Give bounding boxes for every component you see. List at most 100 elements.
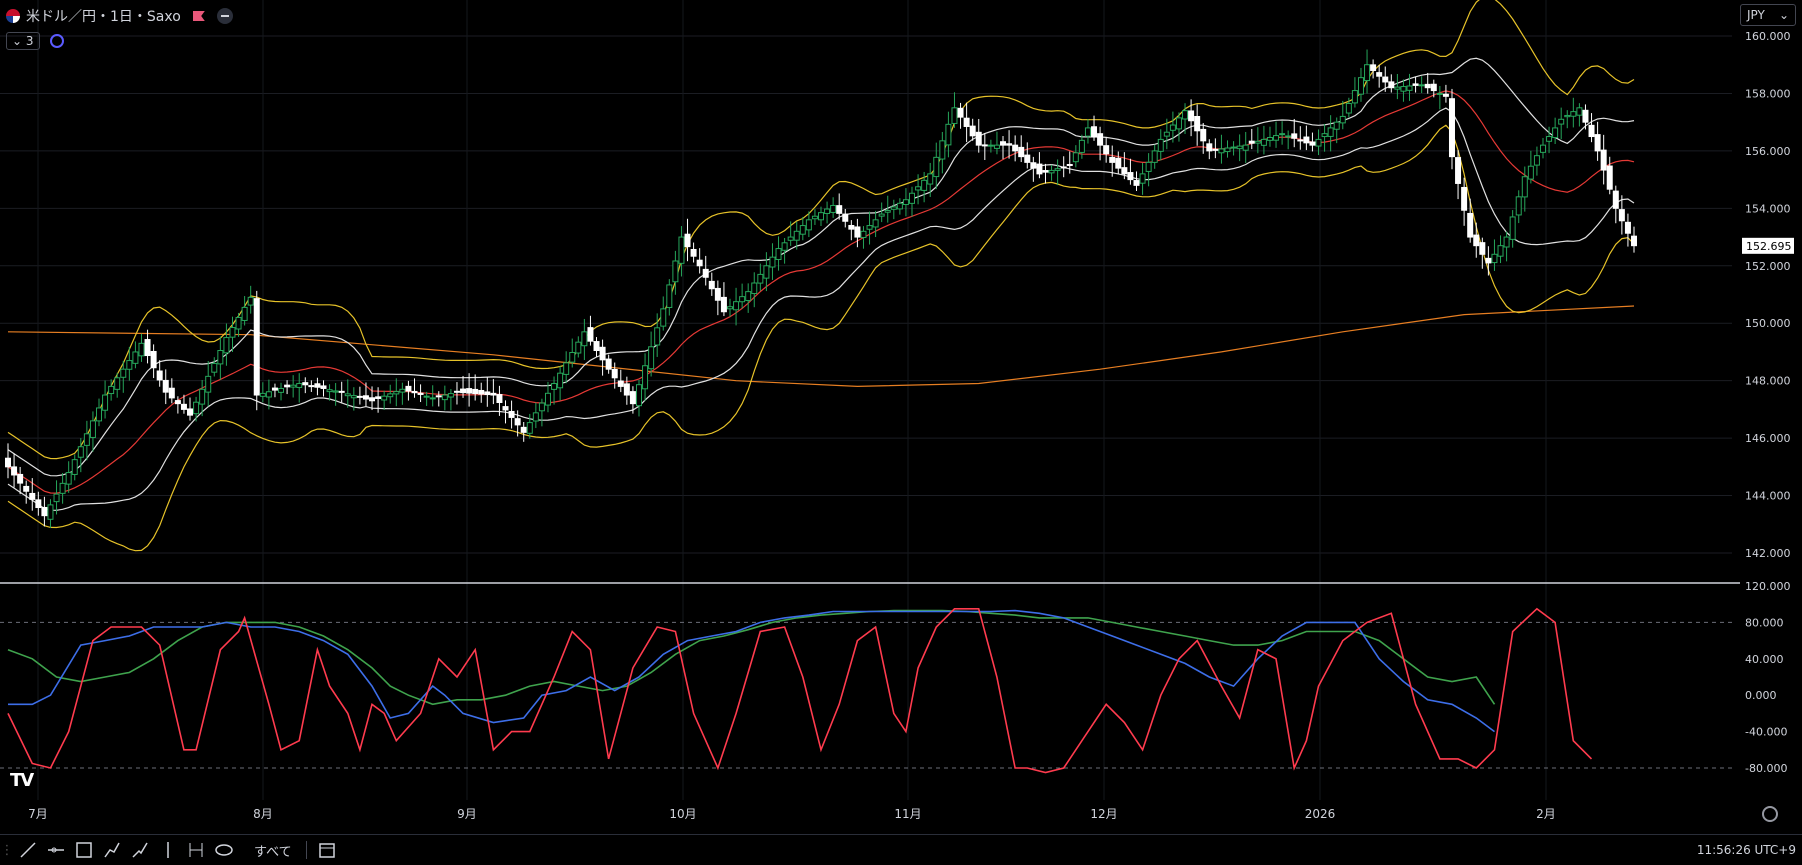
- candle-up: [326, 389, 333, 393]
- candle-up: [781, 242, 788, 251]
- stoch-k-line: [8, 609, 1495, 733]
- candle-up: [381, 395, 388, 401]
- candle-up: [1418, 84, 1425, 87]
- candle-up: [332, 390, 339, 393]
- candle-up: [120, 368, 127, 378]
- candle-down: [320, 385, 327, 389]
- candle-down: [35, 499, 42, 509]
- chart-area[interactable]: 160.000 158.000 156.000 154.000 152.000 150.0…: [0, 0, 1794, 821]
- price-tick-label: 158.000: [1745, 87, 1791, 100]
- currency-select[interactable]: JPY ⌄: [1740, 4, 1796, 26]
- candle-down: [1582, 109, 1589, 123]
- candle-up: [1576, 107, 1583, 116]
- calendar-icon[interactable]: [313, 836, 341, 864]
- candle-up: [1266, 136, 1273, 141]
- candle-down: [981, 144, 988, 147]
- candle-up: [199, 388, 206, 405]
- candle-up: [53, 493, 60, 503]
- candle-up: [1552, 127, 1559, 139]
- candle-up: [102, 394, 109, 411]
- oscillator-tick-label: 120.000: [1745, 580, 1791, 593]
- toolbar-divider: [305, 841, 307, 859]
- ellipse-icon[interactable]: [210, 836, 238, 864]
- us-jp-flag-icon: [6, 9, 20, 23]
- collapse-icon[interactable]: [216, 8, 233, 24]
- candle-up: [205, 375, 212, 393]
- candle-down: [848, 224, 855, 230]
- candle-down: [702, 268, 709, 278]
- time-axis-label: 12月: [1090, 807, 1117, 821]
- candle-down: [854, 226, 861, 238]
- sma200-line: [7, 305, 1635, 388]
- candle-down: [308, 385, 315, 388]
- candle-down: [836, 205, 843, 214]
- candle-down: [1600, 149, 1607, 171]
- candle-up: [757, 273, 764, 284]
- tradingview-logo-icon: TV: [10, 770, 34, 791]
- candle-down: [405, 385, 412, 392]
- candle-up: [1327, 127, 1334, 137]
- candle-up: [47, 504, 54, 520]
- candle-down: [514, 418, 521, 426]
- candle-up: [793, 230, 800, 241]
- path-icon[interactable]: [98, 836, 126, 864]
- candle-down: [168, 387, 175, 399]
- candle-up: [89, 420, 96, 438]
- candle-down: [1455, 157, 1462, 184]
- candle-down: [1115, 157, 1122, 169]
- candle-up: [247, 296, 254, 306]
- polyline-icon[interactable]: [126, 836, 154, 864]
- candle-up: [1072, 152, 1079, 163]
- candle-up: [987, 144, 994, 147]
- candle-up: [126, 360, 133, 370]
- candle-down: [11, 466, 18, 476]
- candle-down: [1448, 98, 1455, 158]
- candle-down: [1485, 257, 1492, 264]
- all-tools-button[interactable]: すべて: [254, 844, 292, 860]
- candle-down: [1424, 83, 1431, 89]
- candle-down: [1121, 167, 1128, 175]
- date-range-icon[interactable]: [182, 836, 210, 864]
- candle-down: [466, 388, 473, 394]
- candle-up: [563, 362, 570, 375]
- oscillator-tick-label: 80.000: [1745, 616, 1784, 629]
- candle-down: [1042, 170, 1049, 173]
- indicator-toggle[interactable]: ⌄ 3: [6, 32, 40, 50]
- trend-line-icon[interactable]: [14, 836, 42, 864]
- price-tick-label: 148.000: [1745, 375, 1791, 388]
- candle-down: [1194, 116, 1201, 132]
- candle-down: [23, 485, 30, 492]
- price-chart[interactable]: 160.000 158.000 156.000 154.000 152.000 150.0…: [0, 0, 1802, 834]
- candle-down: [520, 426, 527, 433]
- candle-up: [114, 377, 121, 390]
- candle-up: [993, 144, 1000, 149]
- vertical-line-icon[interactable]: [154, 836, 182, 864]
- rectangle-icon[interactable]: [70, 836, 98, 864]
- candle-up: [739, 296, 746, 303]
- candle-down: [1412, 83, 1419, 86]
- candle-down: [508, 410, 515, 418]
- candle-down: [460, 388, 467, 394]
- candle-up: [939, 140, 946, 160]
- candle-up: [96, 407, 103, 422]
- candle-up: [1230, 146, 1237, 149]
- candle-up: [1357, 77, 1364, 95]
- candle-up: [1054, 168, 1061, 171]
- time-axis-label: 9月: [457, 807, 477, 821]
- candle-up: [65, 472, 72, 485]
- flag-marker-icon[interactable]: [192, 11, 205, 21]
- candle-up: [217, 350, 224, 365]
- candle-up: [751, 282, 758, 295]
- candle-up: [890, 206, 897, 210]
- candle-up: [902, 199, 909, 206]
- horizontal-ray-icon[interactable]: [42, 836, 70, 864]
- drag-handle-icon[interactable]: ⋮: [0, 842, 14, 858]
- candle-up: [763, 265, 770, 279]
- candle-up: [569, 352, 576, 363]
- candle-down: [162, 379, 169, 393]
- gear-icon[interactable]: [1762, 806, 1778, 822]
- candle-up: [211, 362, 218, 373]
- candle-up: [909, 192, 916, 204]
- candle-down: [957, 107, 964, 118]
- candle-up: [896, 202, 903, 210]
